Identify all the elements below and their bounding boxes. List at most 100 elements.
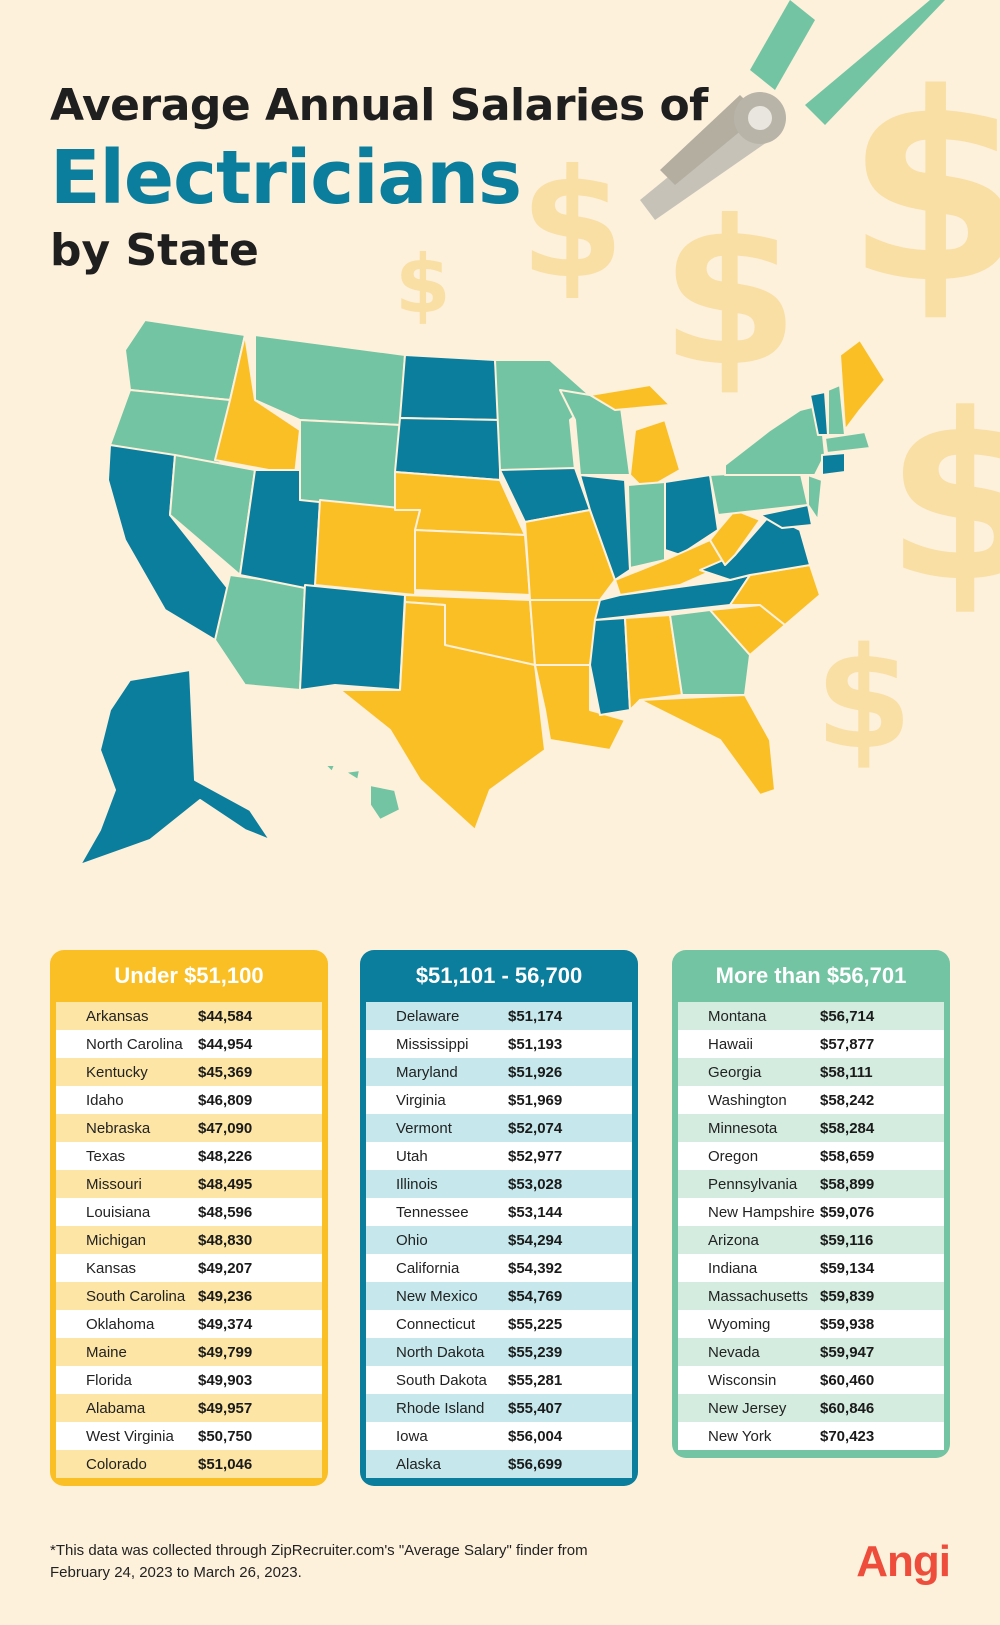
salary-value: $58,111 [820,1063,873,1081]
table-header: More than $56,701 [715,963,907,988]
dollar-sign-icon: $ [885,366,1000,633]
state-name: New York [708,1427,772,1445]
salary-value: $48,596 [198,1203,253,1221]
table-row: New Jersey $60,846 [678,1394,944,1422]
state-name: Kansas [86,1259,137,1277]
table-row: Georgia $58,111 [678,1058,944,1086]
table-row: Oregon $58,659 [678,1142,944,1170]
state-name: Washington [708,1091,787,1109]
salary-value: $49,957 [198,1399,253,1417]
table-row: Michigan $48,830 [56,1226,322,1254]
salary-value: $56,004 [508,1427,563,1445]
state-name: Montana [708,1007,767,1025]
map-state-new-york [724,404,826,476]
footnote: *This data was collected through ZipRecr… [50,1542,588,1581]
table-row: Maine $49,799 [56,1338,322,1366]
state-name: Pennsylvania [708,1175,798,1193]
state-name: Vermont [396,1119,452,1137]
state-name: New Jersey [708,1399,787,1417]
state-name: North Carolina [86,1035,183,1053]
state-name: Nebraska [86,1119,151,1137]
dollar-sign-icon: $ [815,618,913,781]
table-row: Colorado $51,046 [56,1450,322,1478]
state-name: Virginia [396,1091,446,1109]
dollar-sign-icon: $ [395,238,451,331]
table-row: Arkansas $44,584 [56,1002,322,1030]
table-under-51100: Under $51,100 Arkansas $44,584 North Carol… [50,950,328,1486]
table-51101-56700: $51,101 - 56,700 Delaware $51,174 Mississi… [360,950,638,1486]
table-row: Missouri $48,495 [56,1170,322,1198]
salary-value: $59,134 [820,1259,875,1277]
salary-value: $58,659 [820,1147,875,1165]
state-name: Arkansas [86,1007,149,1025]
state-name: Utah [396,1147,428,1165]
table-row: Alabama $49,957 [56,1394,322,1422]
state-name: Indiana [708,1259,758,1277]
salary-value: $46,809 [198,1091,253,1109]
state-name: Maryland [396,1063,458,1081]
salary-value: $56,714 [820,1007,875,1025]
salary-value: $55,225 [508,1315,563,1333]
title-line-1: Average Annual Salaries of [50,80,708,131]
salary-value: $55,407 [508,1399,563,1417]
map-state-maine [839,339,886,431]
us-map-icon [79,319,886,866]
map-state-south-dakota [394,417,501,481]
map-state-kansas [414,529,531,596]
state-name: Maine [86,1343,127,1361]
salary-value: $59,116 [820,1231,874,1249]
state-name: Oregon [708,1147,759,1165]
salary-value: $70,423 [820,1427,875,1445]
salary-value: $60,460 [820,1371,875,1389]
map-state-colorado [314,499,421,596]
table-row: Minnesota $58,284 [678,1114,944,1142]
title-block: Average Annual Salaries of Electricians … [50,78,708,280]
salary-value: $44,954 [198,1035,253,1053]
salary-value: $51,969 [508,1091,563,1109]
salary-value: $55,239 [508,1343,563,1361]
map-state-maryland [759,504,813,529]
map-state-illinois [579,474,631,581]
table-row: Hawaii $57,877 [678,1030,944,1058]
table-row: Wyoming $59,938 [678,1310,944,1338]
map-state-arkansas [529,599,601,666]
salary-value: $58,284 [820,1119,875,1137]
state-name: Missouri [86,1175,142,1193]
state-name: South Dakota [396,1371,487,1389]
table-row: New York $70,423 [678,1422,944,1450]
salary-value: $44,584 [198,1007,253,1025]
map-state-arizona [214,574,306,691]
table-row: Oklahoma $49,374 [56,1310,322,1338]
table-row: North Dakota $55,239 [366,1338,632,1366]
state-name: Ohio [396,1231,428,1249]
state-name: Nevada [708,1343,760,1361]
state-name: Colorado [86,1455,147,1473]
table-row: Nebraska $47,090 [56,1114,322,1142]
table-row: Virginia $51,969 [366,1086,632,1114]
salary-value: $54,392 [508,1259,563,1277]
table-row: Idaho $46,809 [56,1086,322,1114]
table-row: Montana $56,714 [678,1002,944,1030]
table-row: Tennessee $53,144 [366,1198,632,1226]
state-name: Hawaii [708,1035,754,1053]
salary-value: $53,028 [508,1175,563,1193]
state-name: Michigan [86,1231,147,1249]
map-state-new-mexico [299,584,406,691]
map-state-hawaii [324,764,401,821]
table-row: Vermont $52,074 [366,1114,632,1142]
state-name: Minnesota [708,1119,778,1137]
table-row: Indiana $59,134 [678,1254,944,1282]
salary-value: $49,903 [198,1371,253,1389]
salary-value: $51,926 [508,1063,563,1081]
state-name: Arizona [708,1231,759,1249]
state-name: New Mexico [396,1287,478,1305]
pliers-icon [640,0,945,220]
table-row: Iowa $56,004 [366,1422,632,1450]
state-name: Massachusetts [708,1287,809,1305]
state-name: Louisiana [86,1203,151,1221]
state-name: Florida [86,1371,132,1389]
map-state-washington [124,319,246,401]
salary-value: $54,769 [508,1287,563,1305]
table-row: South Carolina $49,236 [56,1282,322,1310]
salary-value: $53,144 [508,1203,563,1221]
